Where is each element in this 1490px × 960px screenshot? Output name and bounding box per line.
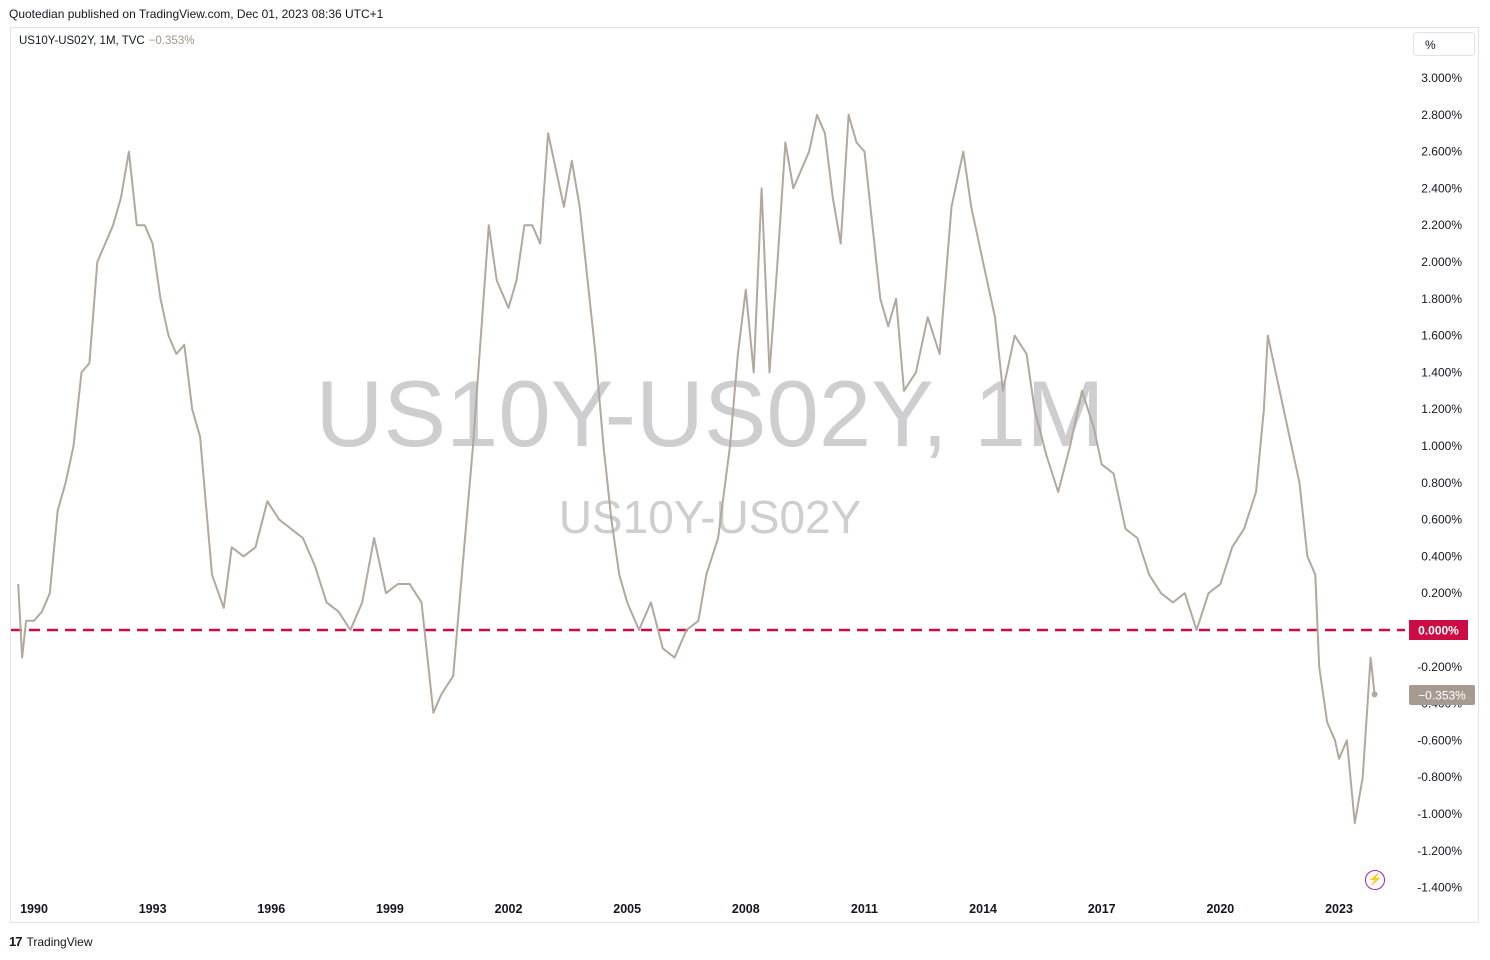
symbol-legend[interactable]: US10Y-US02Y, 1M, TVC −0.353% bbox=[19, 35, 194, 47]
y-tick-label: -1.400% bbox=[1417, 881, 1462, 895]
x-tick-label: 2011 bbox=[851, 902, 878, 916]
y-tick-label: 2.200% bbox=[1421, 218, 1462, 232]
chart-pane[interactable] bbox=[10, 27, 1479, 923]
y-tick-label: -0.800% bbox=[1417, 770, 1462, 784]
x-tick-label: 2020 bbox=[1206, 902, 1234, 916]
last-point-marker bbox=[1371, 691, 1378, 698]
last-value-group: −0.353% bbox=[1409, 684, 1475, 705]
y-tick-label: -0.600% bbox=[1417, 733, 1462, 747]
y-tick-label: 1.600% bbox=[1421, 329, 1462, 343]
y-tick-label: 3.000% bbox=[1421, 71, 1462, 85]
series-group bbox=[17, 113, 1378, 825]
spread-series-line bbox=[17, 113, 1376, 825]
y-tick-label: 0.400% bbox=[1421, 549, 1462, 563]
y-tick-label: 2.400% bbox=[1421, 181, 1462, 195]
price-scale-unit-selector[interactable]: % bbox=[1413, 32, 1475, 56]
x-tick-label: 2023 bbox=[1325, 902, 1353, 916]
legend-change: −0.353% bbox=[148, 35, 195, 47]
x-tick-label: 1999 bbox=[376, 902, 404, 916]
published-by-text: Quotedian published on TradingView.com, … bbox=[9, 7, 384, 21]
symbol-watermark: US10Y-US02Y, 1M bbox=[315, 361, 1105, 466]
zero-line-price-tag bbox=[1409, 620, 1468, 640]
lightning-icon[interactable]: ⚡ bbox=[1365, 870, 1385, 890]
x-tick-label: 2014 bbox=[969, 902, 997, 916]
x-tick-label: 1996 bbox=[257, 902, 285, 916]
legend-symbol: US10Y-US02Y, 1M, TVC bbox=[19, 35, 145, 47]
y-tick-label: 2.800% bbox=[1421, 108, 1462, 122]
zero-line-group: 0.000% bbox=[11, 620, 1468, 640]
y-axis[interactable]: 3.000% 2.800% 2.600% 2.400% 2.200% 2.000% 1.80… bbox=[1417, 71, 1462, 895]
tradingview-logo-icon: 17 bbox=[9, 934, 23, 949]
x-tick-label: 1990 bbox=[20, 902, 48, 916]
y-tick-label: 1.000% bbox=[1421, 439, 1462, 453]
y-tick-label: 1.800% bbox=[1421, 292, 1462, 306]
x-tick-label: 1993 bbox=[139, 902, 167, 916]
last-price-label: −0.353% bbox=[1418, 688, 1466, 702]
y-tick-label: 2.600% bbox=[1421, 145, 1462, 159]
y-tick-label: 0.600% bbox=[1421, 513, 1462, 527]
y-tick-label: -1.200% bbox=[1417, 844, 1462, 858]
y-tick-label: 1.200% bbox=[1421, 402, 1462, 416]
x-tick-label: 2005 bbox=[613, 902, 641, 916]
y-tick-label: -0.200% bbox=[1417, 660, 1462, 674]
y-tick-label: 2.000% bbox=[1421, 255, 1462, 269]
y-tick-label: 1.400% bbox=[1421, 365, 1462, 379]
x-tick-label: 2017 bbox=[1088, 902, 1116, 916]
last-price-tag bbox=[1409, 684, 1475, 705]
footer-brand-text: TradingView bbox=[26, 934, 93, 949]
x-tick-label: 2002 bbox=[495, 902, 523, 916]
y-tick-label: 0.200% bbox=[1421, 586, 1462, 600]
y-tick-label: -1.000% bbox=[1417, 807, 1462, 821]
y-tick-label: 0.800% bbox=[1421, 476, 1462, 490]
zero-line-price-label: 0.000% bbox=[1418, 624, 1459, 638]
x-axis: 1990 1993 1996 1999 2002 2005 2008 2011 2014 2017… bbox=[20, 902, 1353, 916]
x-tick-label: 2008 bbox=[732, 902, 760, 916]
footer-brand: 17 TradingView bbox=[9, 934, 93, 949]
